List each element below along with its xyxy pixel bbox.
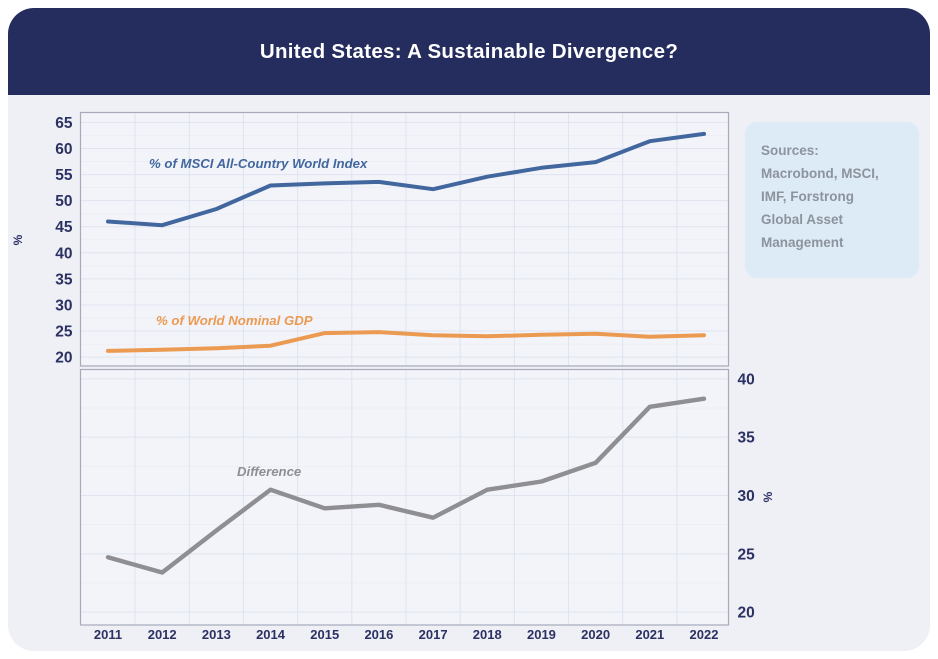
sources-line: IMF, Forstrong [761,189,854,204]
y-tick-label: 35 [55,271,73,288]
x-tick-label: 2013 [202,627,231,642]
x-tick-label: 2017 [419,627,448,642]
x-tick-label: 2016 [364,627,393,642]
y-tick-label: 55 [55,167,73,184]
sources-line: Global Asset [761,212,844,227]
y-tick-label: 40 [738,371,755,388]
x-tick-label: 2021 [635,627,664,642]
panel-msci-vs-gdp: % of MSCI All-Country World Index % of Wo… [11,111,730,367]
series-label: Difference [237,464,301,479]
y-tick-label: 45 [55,219,73,236]
series-label: % of World Nominal GDP [156,313,313,328]
y-tick-label: 20 [55,350,72,367]
sources-line: Management [761,235,844,250]
y-tick-label: 30 [55,297,72,314]
y-tick-label: 50 [55,193,72,210]
panel-difference: Difference 20 25 30 35 40% [79,368,775,626]
x-tick-label: 2011 [94,627,122,642]
x-tick-label: 2018 [473,627,502,642]
x-tick-label: 2019 [527,627,556,642]
x-tick-label: 2015 [310,627,339,642]
y-axis-label: % [11,234,25,245]
y-tick-label: 35 [738,430,756,447]
sources-line: Sources: [761,143,819,158]
msci-vs-gdp-series-line [106,131,706,228]
x-tick-label: 2022 [690,627,719,642]
y-tick-label: 65 [55,115,73,132]
chart-title: United States: A Sustainable Divergence? [259,39,679,63]
x-tick-label: 2012 [148,627,177,642]
sources-box: Sources: Macrobond, MSCI, IMF, Forstrong… [745,122,919,278]
sources-line: Macrobond, MSCI, [761,166,879,181]
y-tick-label: 60 [55,141,72,158]
y-tick-label: 40 [55,245,72,262]
msci-vs-gdp-series-line [106,330,706,353]
x-tick-label: 2020 [581,627,610,642]
x-tick-label: 2014 [256,627,286,642]
y-tick-label: 25 [738,546,756,563]
y-tick-label: 25 [55,324,73,341]
chart-header: United States: A Sustainable Divergence? [8,8,930,95]
y-axis-label: % [761,491,775,502]
series-label: % of MSCI All-Country World Index [149,156,368,171]
difference-series-line [105,396,707,575]
y-tick-label: 30 [738,488,755,505]
y-tick-label: 20 [738,605,755,622]
